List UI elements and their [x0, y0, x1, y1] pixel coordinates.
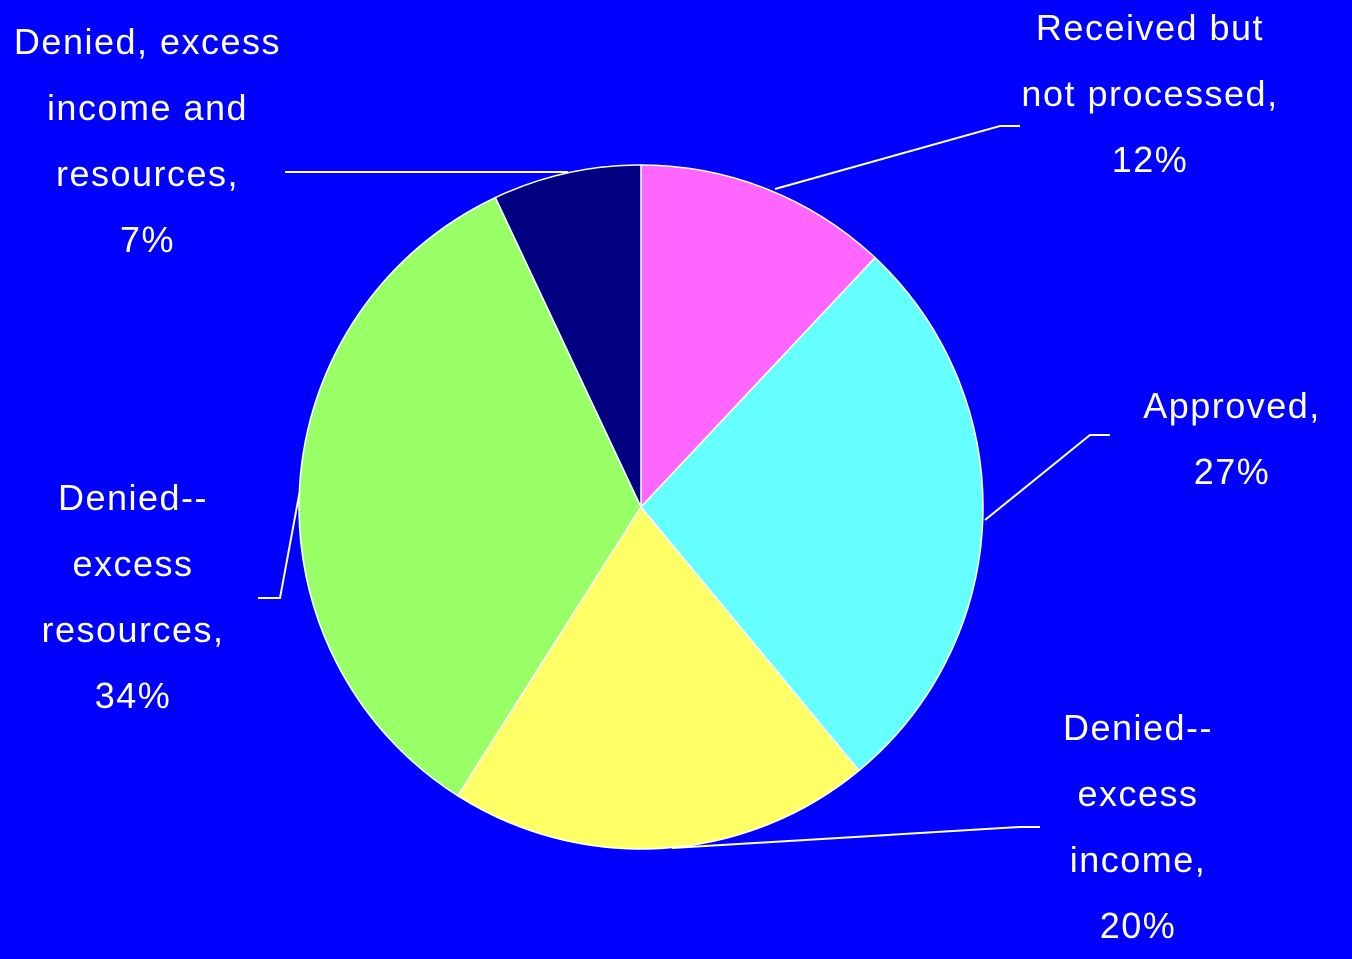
slice-value: 27%	[1193, 451, 1271, 492]
pie-slice	[640, 256, 984, 772]
pie-slice	[494, 164, 642, 508]
slice-label: Denied, excess income and resources, 7%	[10, 9, 285, 273]
slice-name: Denied, excess income and resources,	[13, 21, 282, 194]
leader-line	[774, 125, 1020, 190]
slice-label: Denied--excess income, 20%	[1008, 695, 1268, 959]
leader-line	[671, 826, 1040, 849]
slice-label: Approved, 27%	[1114, 373, 1350, 505]
leader-lines	[258, 125, 1110, 849]
slice-value: 7%	[119, 219, 176, 260]
slice-value: 12%	[1111, 139, 1189, 180]
leader-line	[258, 489, 301, 599]
slice-name: Approved,	[1143, 385, 1321, 426]
pie-slice	[640, 164, 877, 509]
slice-name: Denied--excess income,	[1062, 707, 1214, 880]
pie-slice	[298, 196, 642, 797]
slice-label: Denied--excess resources, 34%	[0, 465, 266, 729]
pie-slice	[456, 505, 861, 850]
slice-value: 20%	[1099, 905, 1177, 946]
slice-name: Received but not processed,	[1021, 7, 1279, 114]
leader-line	[984, 434, 1110, 521]
slice-label: Received but not processed, 12%	[1015, 0, 1285, 193]
slice-value: 34%	[94, 675, 172, 716]
slice-name: Denied--excess resources,	[41, 477, 225, 650]
